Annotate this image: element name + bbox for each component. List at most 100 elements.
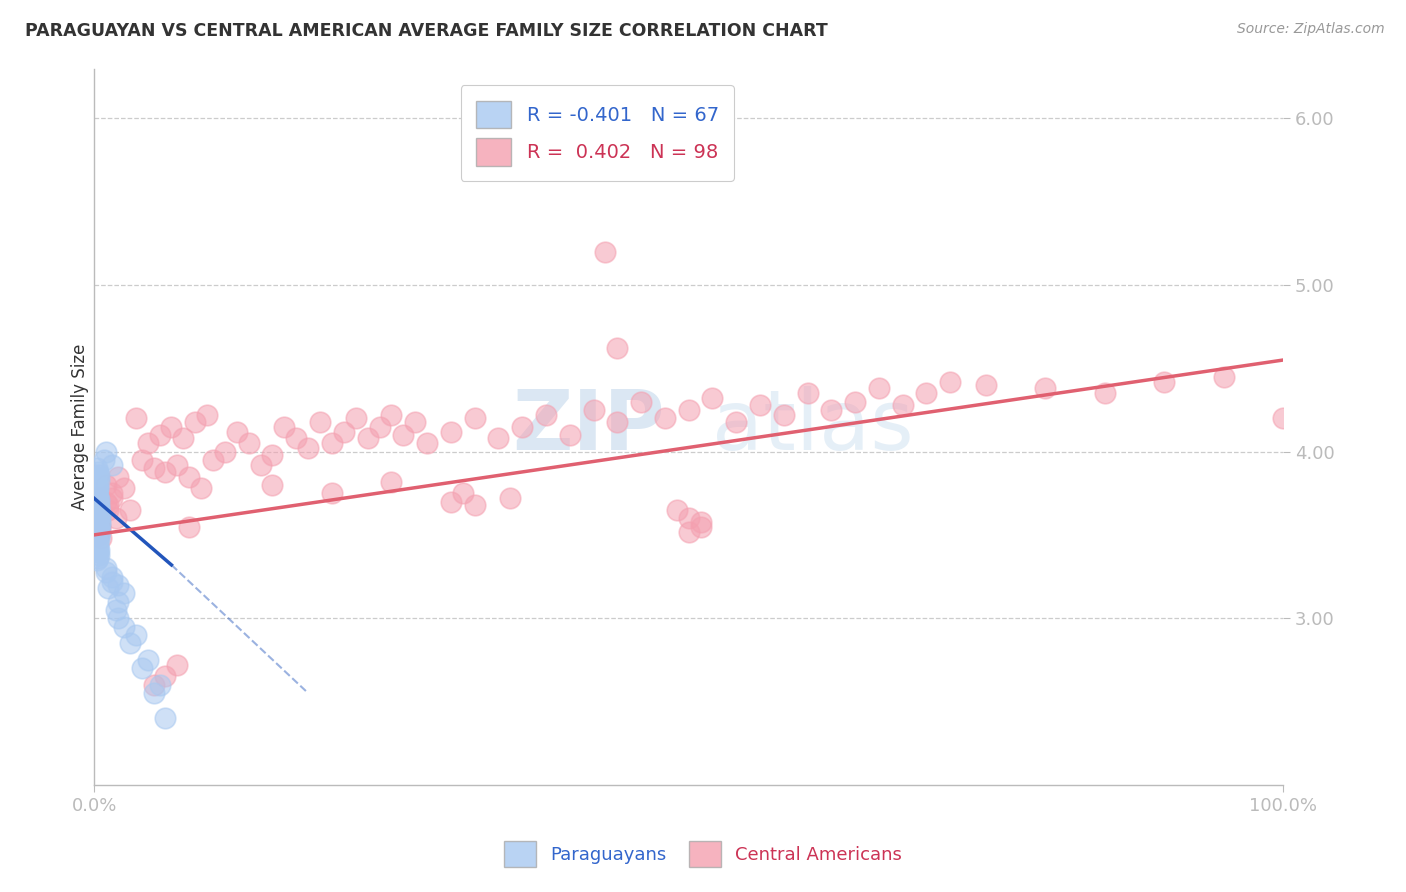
- Point: [86, 523, 108, 537]
- Point: [86, 544, 108, 558]
- Point: [891, 398, 914, 412]
- Point: [262, 448, 284, 462]
- Point: [368, 419, 391, 434]
- Point: [131, 661, 153, 675]
- Point: [89, 508, 111, 522]
- Point: [89, 519, 111, 533]
- Point: [86, 494, 108, 508]
- Point: [273, 419, 295, 434]
- Point: [1153, 375, 1175, 389]
- Point: [155, 465, 177, 479]
- Point: [87, 521, 110, 535]
- Point: [285, 431, 308, 445]
- Point: [86, 483, 108, 497]
- Point: [142, 461, 165, 475]
- Point: [225, 425, 247, 439]
- Point: [486, 431, 509, 445]
- Point: [689, 519, 711, 533]
- Point: [665, 503, 688, 517]
- Point: [238, 436, 260, 450]
- Legend: Paraguayans, Central Americans: Paraguayans, Central Americans: [496, 834, 910, 874]
- Point: [87, 511, 110, 525]
- Point: [87, 515, 110, 529]
- Point: [107, 578, 129, 592]
- Point: [97, 498, 120, 512]
- Point: [97, 503, 120, 517]
- Point: [89, 511, 111, 525]
- Point: [249, 458, 271, 472]
- Point: [86, 465, 108, 479]
- Point: [87, 467, 110, 482]
- Point: [94, 478, 117, 492]
- Point: [101, 574, 124, 589]
- Point: [89, 506, 111, 520]
- Point: [939, 375, 962, 389]
- Point: [380, 475, 402, 489]
- Text: atlas: atlas: [713, 386, 914, 467]
- Point: [582, 403, 605, 417]
- Point: [118, 503, 141, 517]
- Text: PARAGUAYAN VS CENTRAL AMERICAN AVERAGE FAMILY SIZE CORRELATION CHART: PARAGUAYAN VS CENTRAL AMERICAN AVERAGE F…: [25, 22, 828, 40]
- Point: [160, 419, 183, 434]
- Point: [86, 486, 108, 500]
- Point: [510, 419, 533, 434]
- Point: [380, 408, 402, 422]
- Point: [654, 411, 676, 425]
- Point: [107, 611, 129, 625]
- Point: [678, 511, 700, 525]
- Point: [772, 408, 794, 422]
- Point: [87, 492, 110, 507]
- Point: [84, 475, 107, 489]
- Point: [86, 484, 108, 499]
- Point: [356, 431, 378, 445]
- Point: [464, 498, 486, 512]
- Point: [86, 490, 108, 504]
- Point: [184, 415, 207, 429]
- Point: [86, 500, 108, 514]
- Point: [142, 686, 165, 700]
- Point: [86, 519, 108, 533]
- Point: [125, 628, 148, 642]
- Point: [86, 528, 108, 542]
- Point: [725, 415, 748, 429]
- Point: [1094, 386, 1116, 401]
- Point: [87, 503, 110, 517]
- Point: [86, 488, 108, 502]
- Point: [112, 481, 135, 495]
- Point: [630, 394, 652, 409]
- Point: [87, 508, 110, 522]
- Point: [179, 469, 201, 483]
- Point: [148, 678, 170, 692]
- Point: [214, 444, 236, 458]
- Point: [702, 392, 724, 406]
- Point: [101, 458, 124, 472]
- Point: [974, 378, 997, 392]
- Point: [678, 403, 700, 417]
- Point: [499, 491, 522, 506]
- Point: [94, 444, 117, 458]
- Point: [89, 515, 111, 529]
- Point: [86, 480, 108, 494]
- Point: [90, 531, 112, 545]
- Point: [451, 486, 474, 500]
- Point: [86, 471, 108, 485]
- Point: [107, 594, 129, 608]
- Point: [86, 538, 108, 552]
- Point: [86, 553, 108, 567]
- Point: [404, 415, 426, 429]
- Point: [148, 428, 170, 442]
- Point: [86, 461, 108, 475]
- Point: [86, 534, 108, 549]
- Point: [136, 653, 159, 667]
- Point: [464, 411, 486, 425]
- Point: [1272, 411, 1295, 425]
- Point: [689, 515, 711, 529]
- Point: [297, 442, 319, 456]
- Point: [86, 496, 108, 510]
- Point: [172, 431, 194, 445]
- Point: [87, 528, 110, 542]
- Point: [166, 458, 188, 472]
- Point: [868, 381, 890, 395]
- Point: [87, 511, 110, 525]
- Point: [136, 436, 159, 450]
